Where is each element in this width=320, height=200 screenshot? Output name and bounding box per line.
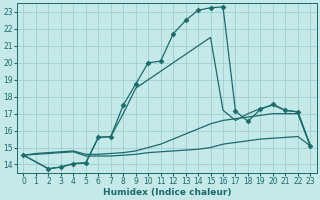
X-axis label: Humidex (Indice chaleur): Humidex (Indice chaleur) — [103, 188, 231, 197]
